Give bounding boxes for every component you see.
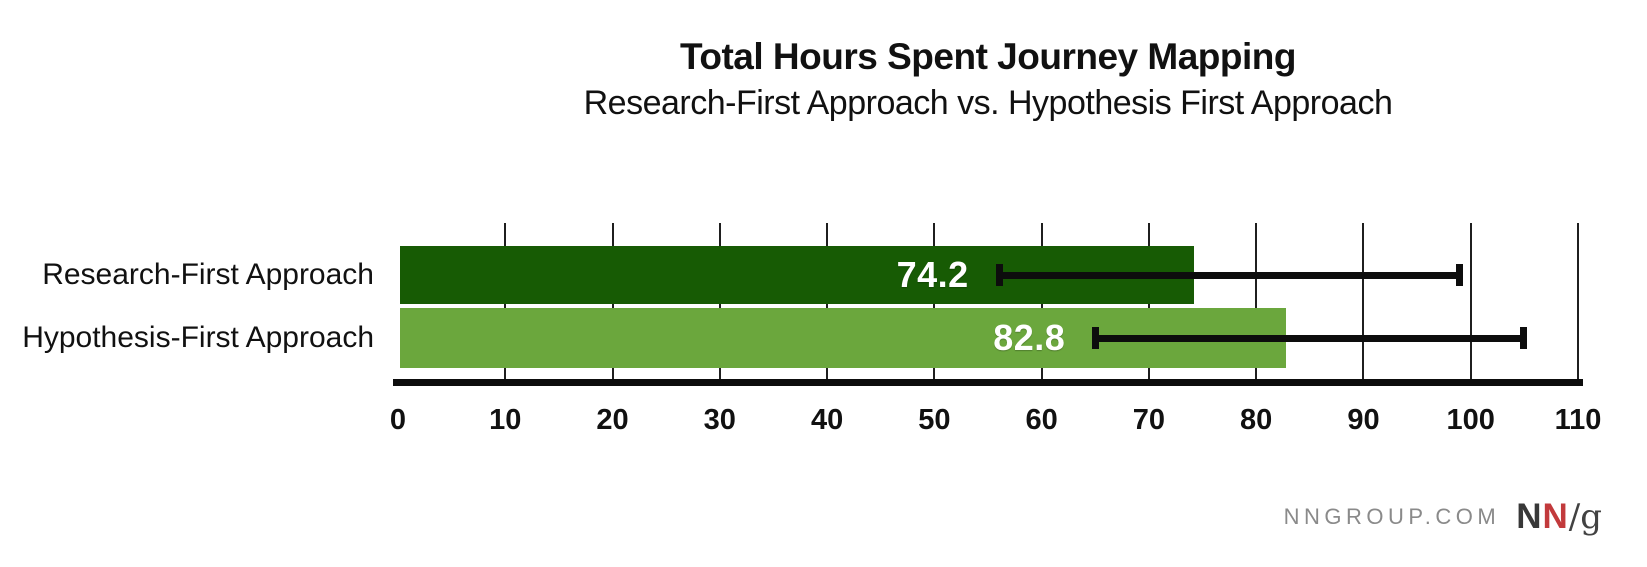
error-bar-line-0 (998, 271, 1460, 279)
plot-area: 74.2 82.8 (393, 223, 1583, 386)
x-tick-label-30: 30 (703, 404, 736, 436)
category-label-0: Research-First Approach (42, 258, 374, 291)
x-tick-label-10: 10 (489, 404, 522, 436)
nng-logo: NN/g (1516, 497, 1602, 537)
nng-logo-slash-g: /g (1568, 497, 1602, 537)
x-tick-label-100: 100 (1446, 404, 1495, 436)
error-bar-cap-left-1 (1092, 327, 1100, 349)
x-axis-line (393, 379, 1583, 386)
category-label-1: Hypothesis-First Approach (22, 321, 374, 354)
x-tick-label-70: 70 (1132, 404, 1166, 436)
x-tick-label-40: 40 (810, 404, 844, 436)
x-tick-label-0: 0 (389, 404, 407, 436)
footer: NNGROUP.COM NN/g (1284, 497, 1602, 537)
gridline-90 (1362, 223, 1365, 379)
nng-logo-n2: N (1542, 497, 1569, 536)
x-tick-label-110: 110 (1554, 404, 1602, 436)
nng-logo-n1: N (1516, 497, 1543, 536)
value-label-1: 82.8 (993, 317, 1066, 358)
value-label-0: 74.2 (896, 254, 969, 295)
chart-subtitle: Research-First Approach vs. Hypothesis F… (583, 84, 1393, 122)
error-bar-cap-right-0 (1456, 264, 1463, 286)
error-bar-line-1 (1095, 334, 1525, 342)
error-bar-cap-left-0 (995, 264, 1003, 286)
x-tick-label-90: 90 (1347, 404, 1380, 436)
error-bar-cap-right-1 (1520, 327, 1528, 349)
gridline-80 (1255, 223, 1258, 379)
chart-title: Total Hours Spent Journey Mapping (680, 36, 1296, 77)
footer-site-url: NNGROUP.COM (1283, 504, 1501, 529)
x-tick-label-80: 80 (1240, 404, 1273, 436)
x-tick-label-50: 50 (918, 404, 951, 436)
gridline-100 (1469, 223, 1472, 379)
x-tick-label-60: 60 (1025, 404, 1058, 436)
gridline-110 (1577, 223, 1579, 379)
x-tick-label-20: 20 (596, 404, 629, 436)
